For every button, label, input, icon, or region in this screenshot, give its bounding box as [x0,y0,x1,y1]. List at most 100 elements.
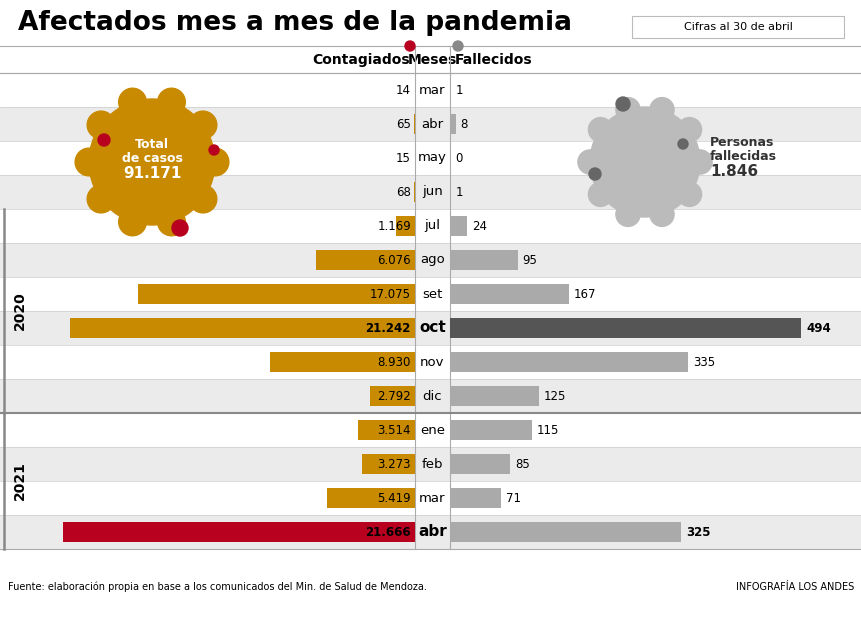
Text: Contagiados: Contagiados [312,53,410,67]
Text: 335: 335 [692,356,715,369]
Bar [395,216,414,236]
Circle shape [208,145,219,155]
Circle shape [649,97,673,122]
Text: 71: 71 [505,492,520,504]
Text: set: set [422,288,443,301]
Text: 15: 15 [396,152,411,165]
Bar [0,379,861,413]
Circle shape [405,41,414,51]
Text: Afectados mes a mes de la pandemia: Afectados mes a mes de la pandemia [18,10,572,36]
Text: mar: mar [418,84,445,97]
Text: 95: 95 [522,253,537,266]
Bar [0,175,861,209]
Circle shape [158,208,185,236]
Text: 325: 325 [685,525,710,539]
Bar [631,16,843,38]
Text: 21.242: 21.242 [365,321,411,334]
Bar [449,522,680,542]
Text: 21.666: 21.666 [365,525,411,539]
Bar [0,447,861,481]
Text: de casos: de casos [121,152,183,165]
Text: 8: 8 [460,117,468,130]
Circle shape [172,220,188,236]
Circle shape [588,182,612,207]
Circle shape [649,202,673,227]
Circle shape [158,88,185,116]
Circle shape [75,148,102,176]
Bar [449,250,517,270]
Circle shape [201,148,228,176]
Text: may: may [418,152,446,165]
Circle shape [189,111,217,139]
Text: 65: 65 [396,117,411,130]
Bar [413,182,414,202]
Circle shape [616,202,640,227]
Bar [369,386,414,406]
Bar [0,345,861,379]
Text: abr: abr [421,117,443,130]
Bar [449,318,801,338]
Circle shape [453,41,462,51]
Bar [449,386,538,406]
Bar [449,488,500,508]
Bar [413,114,414,134]
Text: oct: oct [418,321,445,336]
Circle shape [89,99,214,225]
Bar [0,549,861,624]
Circle shape [87,111,115,139]
Bar [0,413,861,447]
Text: 1.846: 1.846 [709,163,757,178]
Text: 5.419: 5.419 [377,492,411,504]
Text: mar: mar [418,492,445,504]
Text: jul: jul [424,220,440,233]
Circle shape [616,97,640,122]
Bar [0,277,861,311]
Text: 68: 68 [396,185,411,198]
Text: ago: ago [419,253,444,266]
Bar [0,73,861,107]
Text: 2020: 2020 [13,291,27,330]
Text: 8.930: 8.930 [377,356,411,369]
Text: 1: 1 [455,185,462,198]
Bar [0,311,861,345]
Circle shape [616,97,629,111]
Bar [449,114,455,134]
Text: fallecidas: fallecidas [709,150,776,162]
Bar [0,46,861,73]
Circle shape [588,117,612,142]
Circle shape [189,185,217,213]
Circle shape [589,107,699,217]
Text: 1.169: 1.169 [377,220,411,233]
Circle shape [119,88,146,116]
Text: 3.514: 3.514 [377,424,411,437]
Bar [449,420,531,440]
Text: jun: jun [422,185,443,198]
Text: 2021: 2021 [13,462,27,500]
Text: 1: 1 [455,84,462,97]
Text: 91.171: 91.171 [122,167,181,182]
Text: Fuente: elaboración propia en base a los comunicados del Min. de Salud de Mendoz: Fuente: elaboración propia en base a los… [8,581,426,592]
Bar [269,352,414,372]
Bar [362,454,414,474]
Circle shape [119,208,146,236]
Text: feb: feb [421,457,443,470]
Text: nov: nov [420,356,444,369]
Text: 167: 167 [573,288,596,301]
Text: ene: ene [419,424,444,437]
Text: 14: 14 [395,84,411,97]
Circle shape [87,185,115,213]
Text: 494: 494 [806,321,830,334]
Circle shape [678,139,687,149]
Text: dic: dic [422,389,442,402]
Circle shape [677,182,701,207]
Text: 115: 115 [536,424,559,437]
Text: 0: 0 [455,152,461,165]
Bar [449,216,467,236]
Text: Fallecidos: Fallecidos [455,53,532,67]
Text: Personas: Personas [709,135,773,149]
Circle shape [588,168,600,180]
Bar [0,515,861,549]
Bar [64,522,414,542]
Bar [71,318,414,338]
Text: 3.273: 3.273 [377,457,411,470]
